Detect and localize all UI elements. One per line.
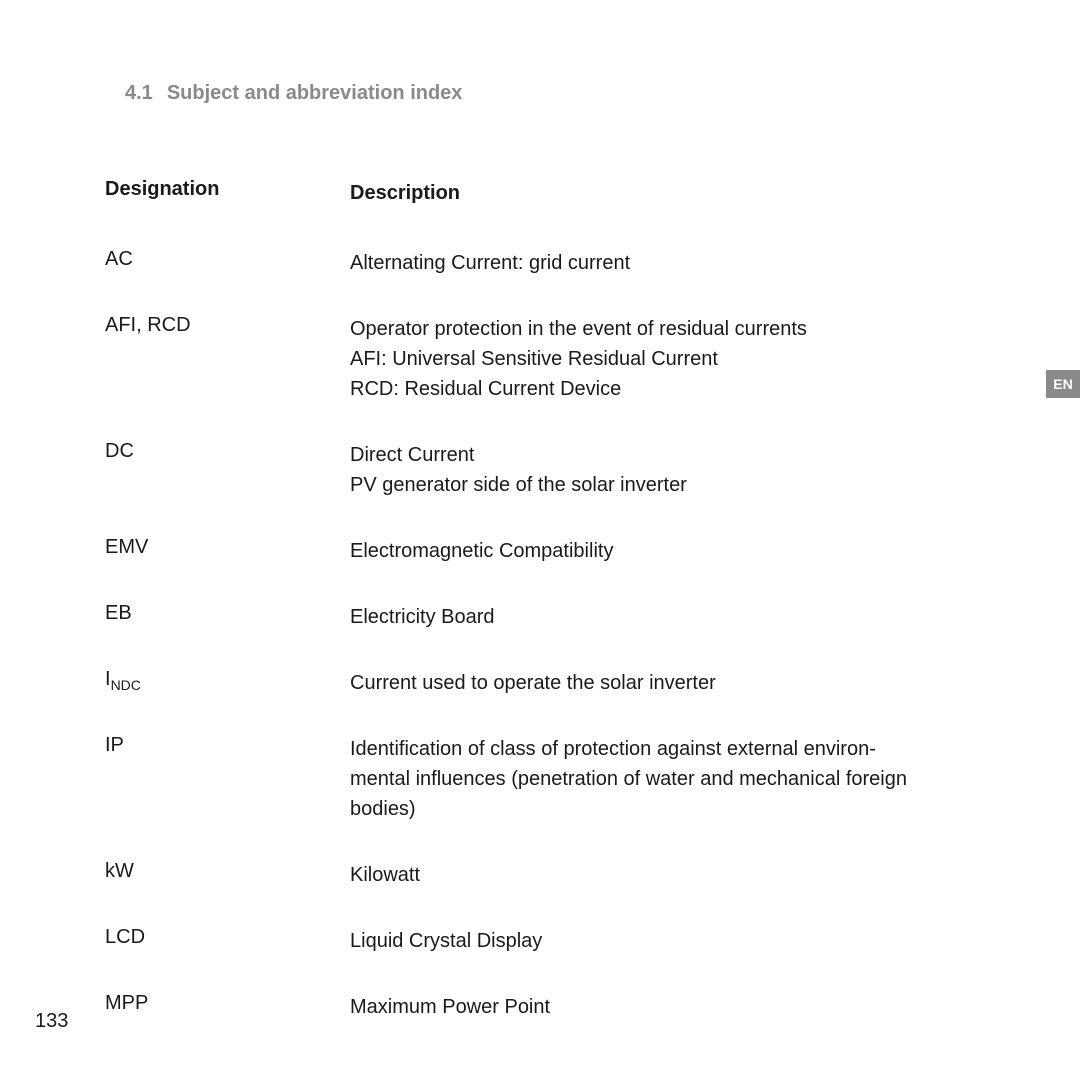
section-heading: 4.1 Subject and abbreviation index [125,82,462,105]
table-row: IPIdentification of class of protection … [105,734,925,824]
page-number: 133 [35,1010,68,1033]
header-description: Description [350,178,925,208]
cell-description: Direct CurrentPV generator side of the s… [350,440,925,500]
cell-designation: LCD [105,926,350,949]
table-row: EBElectricity Board [105,602,925,632]
table-row: INDCCurrent used to operate the solar in… [105,668,925,698]
language-tab: EN [1046,370,1080,398]
cell-designation: INDC [105,668,350,693]
cell-description: Electromagnetic Compatibility [350,536,925,566]
header-designation: Designation [105,178,350,201]
table-row: kWKilowatt [105,860,925,890]
cell-designation: IP [105,734,350,757]
cell-designation: EB [105,602,350,625]
section-title: Subject and abbreviation index [167,82,463,104]
table-header-row: Designation Description [105,178,925,208]
cell-designation: EMV [105,536,350,559]
table-row: DCDirect CurrentPV generator side of the… [105,440,925,500]
table-row: ACAlternating Current: grid current [105,248,925,278]
table-row: MPPMaximum Power Point [105,992,925,1022]
cell-designation: DC [105,440,350,463]
cell-description: Maximum Power Point [350,992,925,1022]
cell-description: Kilowatt [350,860,925,890]
cell-designation: kW [105,860,350,883]
cell-description: Identification of class of protection ag… [350,734,925,824]
section-number: 4.1 [125,82,153,104]
cell-designation: AFI, RCD [105,314,350,337]
cell-designation: AC [105,248,350,271]
cell-designation: MPP [105,992,350,1015]
table-row: EMVElectromagnetic Compatibility [105,536,925,566]
table-row: AFI, RCDOperator protection in the event… [105,314,925,404]
abbreviation-table: Designation Description ACAlternating Cu… [105,178,925,1058]
table-row: LCDLiquid Crystal Display [105,926,925,956]
cell-description: Alternating Current: grid current [350,248,925,278]
cell-description: Operator protection in the event of resi… [350,314,925,404]
cell-description: Liquid Crystal Display [350,926,925,956]
cell-description: Electricity Board [350,602,925,632]
cell-description: Current used to operate the solar invert… [350,668,925,698]
